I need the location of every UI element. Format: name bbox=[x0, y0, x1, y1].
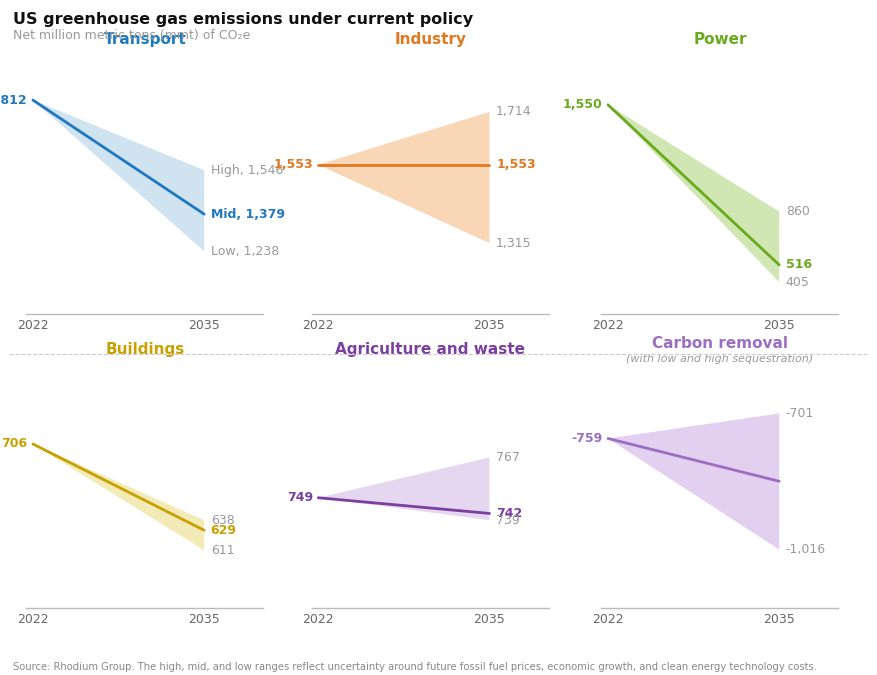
Title: Transport: Transport bbox=[103, 32, 186, 47]
Text: Low, 1,238: Low, 1,238 bbox=[210, 245, 279, 258]
Text: 706: 706 bbox=[2, 437, 27, 450]
Title: Power: Power bbox=[693, 32, 745, 47]
Text: 767: 767 bbox=[496, 451, 519, 464]
Text: (with low and high sequestration): (with low and high sequestration) bbox=[625, 354, 813, 364]
Text: Carbon removal: Carbon removal bbox=[652, 336, 787, 351]
Text: -1,016: -1,016 bbox=[785, 543, 825, 556]
Text: US greenhouse gas emissions under current policy: US greenhouse gas emissions under curren… bbox=[13, 12, 473, 27]
Polygon shape bbox=[318, 458, 489, 520]
Text: 742: 742 bbox=[496, 507, 522, 520]
Text: 1,812: 1,812 bbox=[0, 94, 27, 107]
Text: 611: 611 bbox=[210, 544, 234, 557]
Text: 516: 516 bbox=[785, 259, 811, 271]
Text: 1,315: 1,315 bbox=[496, 237, 531, 250]
Polygon shape bbox=[33, 100, 204, 251]
Text: Source: Rhodium Group. The high, mid, and low ranges reflect uncertainty around : Source: Rhodium Group. The high, mid, an… bbox=[13, 662, 816, 672]
Text: 1,550: 1,550 bbox=[562, 99, 602, 111]
Title: Agriculture and waste: Agriculture and waste bbox=[335, 342, 524, 357]
Text: 405: 405 bbox=[785, 275, 809, 289]
Text: 638: 638 bbox=[210, 514, 234, 526]
Text: -701: -701 bbox=[785, 407, 813, 420]
Text: High, 1,546: High, 1,546 bbox=[210, 163, 282, 177]
Polygon shape bbox=[608, 413, 779, 549]
Text: -759: -759 bbox=[571, 432, 602, 445]
Text: 749: 749 bbox=[287, 491, 312, 504]
Text: 1,553: 1,553 bbox=[273, 159, 312, 171]
Text: 629: 629 bbox=[210, 524, 237, 537]
Text: 739: 739 bbox=[496, 514, 519, 526]
Title: Industry: Industry bbox=[394, 32, 466, 47]
Text: 1,553: 1,553 bbox=[496, 159, 535, 171]
Polygon shape bbox=[608, 105, 779, 282]
Text: Mid, 1,379: Mid, 1,379 bbox=[210, 208, 284, 221]
Polygon shape bbox=[33, 444, 204, 550]
Polygon shape bbox=[318, 112, 489, 243]
Text: 1,714: 1,714 bbox=[496, 105, 531, 118]
Text: 860: 860 bbox=[785, 205, 809, 218]
Title: Buildings: Buildings bbox=[105, 342, 184, 357]
Text: Net million metric tons (mmt) of CO₂e: Net million metric tons (mmt) of CO₂e bbox=[13, 29, 250, 42]
